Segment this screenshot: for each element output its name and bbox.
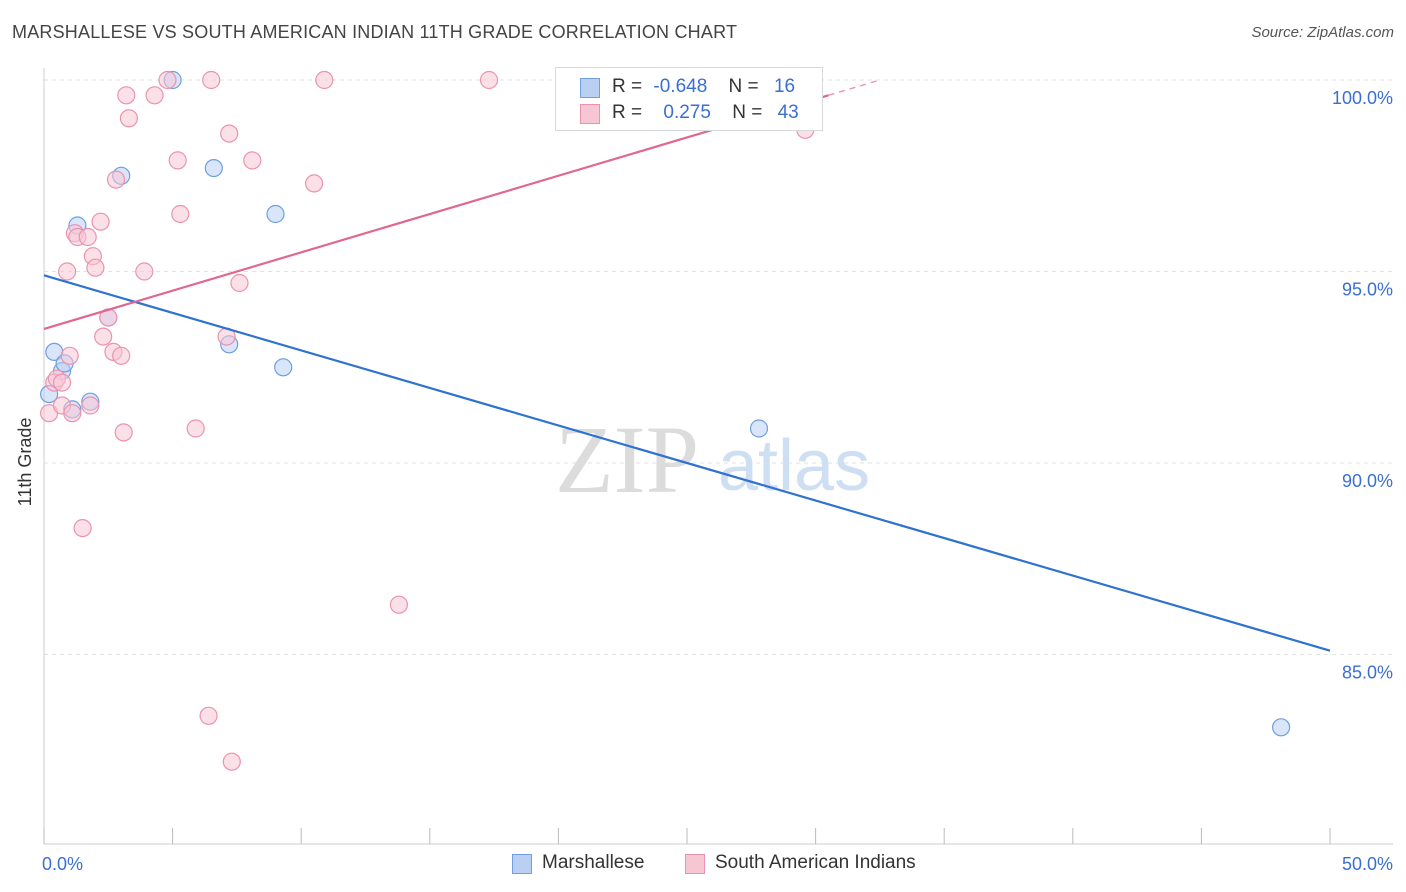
chart-title: MARSHALLESE VS SOUTH AMERICAN INDIAN 11T… [12, 22, 738, 42]
watermark-atlas: atlas [718, 426, 870, 506]
point-south-american-indians-23 [135, 262, 154, 281]
series-legend-label-marshallese: Marshallese [542, 852, 645, 873]
y-tick-label-2: 90.0% [1342, 471, 1393, 491]
legend-n-label: N = [728, 76, 759, 97]
point-south-american-indians-11 [81, 396, 100, 415]
trend-line-marshallese [43, 274, 1331, 652]
point-marshallese-15 [1271, 718, 1291, 737]
point-south-american-indians-34 [230, 273, 249, 293]
point-marshallese-13 [274, 358, 293, 377]
point-south-american-indians-24 [145, 86, 164, 105]
legend-r-value-marshallese: -0.648 [653, 76, 708, 97]
point-south-american-indians-42 [73, 518, 92, 538]
point-south-american-indians-27 [171, 204, 190, 224]
legend-r-value-south-american-indians: 0.275 [663, 102, 711, 123]
point-south-american-indians-38 [389, 595, 408, 614]
point-marshallese-14 [749, 419, 769, 438]
point-marshallese-10 [204, 159, 223, 178]
y-tick-label-3: 85.0% [1342, 663, 1393, 683]
x-tick-min: 0.0% [42, 854, 83, 874]
series-legend-label-south-american-indians: South American Indians [715, 852, 916, 873]
point-south-american-indians-19 [112, 346, 131, 365]
trend-line-south-american-indians [43, 94, 829, 331]
point-south-american-indians-20 [114, 423, 133, 442]
series-legend: Marshallese South American Indians [0, 852, 1406, 878]
point-south-american-indians-30 [202, 70, 221, 90]
point-south-american-indians-3 [52, 373, 72, 392]
trend-line-extension-south-american-indians [828, 79, 881, 96]
point-south-american-indians-33 [222, 752, 241, 771]
point-south-american-indians-13 [86, 258, 105, 277]
point-south-american-indians-32 [220, 124, 239, 143]
point-south-american-indians-39 [479, 70, 499, 90]
point-south-american-indians-15 [94, 327, 113, 346]
legend-r-label: R = [612, 102, 643, 123]
point-south-american-indians-25 [158, 70, 177, 90]
correlation-legend: R = -0.648 N = 16 R = 0.275 N = 43 [555, 67, 823, 131]
axes [43, 68, 1393, 845]
point-south-american-indians-6 [60, 346, 79, 365]
trend-lines [43, 79, 1331, 652]
point-south-american-indians-29 [199, 706, 218, 725]
y-tick-label-0: 100.0% [1332, 88, 1393, 108]
point-south-american-indians-22 [119, 109, 138, 128]
legend-n-label: N = [732, 102, 763, 123]
point-south-american-indians-21 [117, 86, 136, 105]
point-south-american-indians-7 [63, 404, 82, 423]
legend-n-value-marshallese: 16 [773, 76, 796, 97]
point-south-american-indians-5 [57, 262, 77, 281]
series-legend-swatch-marshallese [512, 854, 532, 874]
point-south-american-indians-14 [91, 212, 110, 231]
y-tick-label-1: 95.0% [1342, 280, 1393, 300]
legend-swatch-south-american-indians [580, 104, 600, 124]
y-axis-label: 11th Grade [15, 418, 35, 507]
legend-n-value-south-american-indians: 43 [777, 102, 799, 123]
point-south-american-indians-36 [305, 174, 324, 193]
point-south-american-indians-37 [315, 70, 334, 90]
data-points [39, 70, 1291, 771]
point-south-american-indians-28 [186, 419, 205, 438]
point-south-american-indians-26 [168, 151, 187, 170]
point-south-american-indians-35 [243, 151, 262, 170]
x-tick-max: 50.0% [1342, 854, 1393, 874]
legend-swatch-marshallese [580, 78, 600, 98]
point-south-american-indians-18 [106, 170, 126, 189]
point-south-american-indians-10 [78, 227, 97, 247]
series-legend-swatch-south-american-indians [685, 854, 705, 874]
point-marshallese-12 [266, 204, 285, 224]
legend-r-label: R = [612, 76, 643, 97]
chart-source: Source: ZipAtlas.com [1251, 24, 1394, 41]
